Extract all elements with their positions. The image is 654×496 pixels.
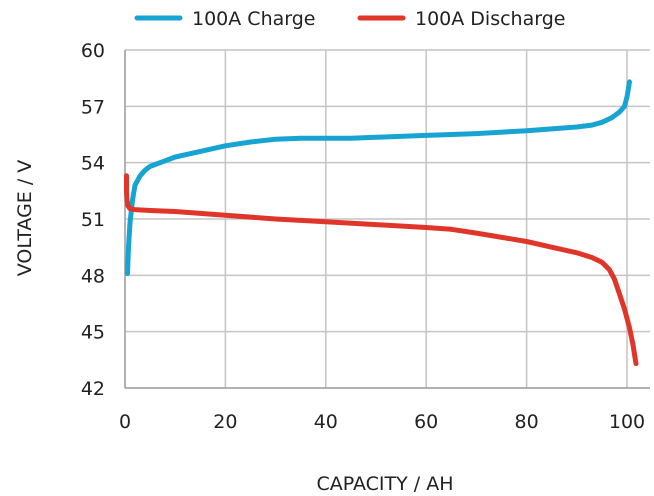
legend-charge-label: 100A Charge (192, 8, 315, 30)
y-tick-label: 51 (81, 209, 105, 231)
y-tick-label: 60 (81, 40, 105, 62)
series-lines (124, 79, 639, 367)
y-axis-title: VOLTAGE / V (14, 160, 36, 277)
legend-discharge-label: 100A Discharge (415, 8, 565, 30)
x-axis-title: CAPACITY / AH (316, 473, 453, 495)
y-tick-label: 57 (81, 96, 105, 118)
x-tick-label: 40 (314, 411, 338, 433)
y-tick-label: 48 (81, 265, 105, 287)
x-tick-label: 100 (609, 411, 645, 433)
x-tick-label: 20 (213, 411, 237, 433)
axes (124, 50, 650, 389)
x-tick-label: 60 (414, 411, 438, 433)
y-tick-label: 42 (81, 378, 105, 400)
discharge-series-line (124, 173, 639, 367)
grid (125, 49, 650, 388)
x-tick-labels: 0 20 40 60 80 100 (119, 411, 645, 433)
x-tick-label: 0 (119, 411, 131, 433)
y-tick-labels: 42 45 48 51 54 57 60 (81, 40, 105, 400)
y-tick-label: 45 (81, 322, 105, 344)
y-tick-label: 54 (81, 153, 105, 175)
x-tick-label: 80 (515, 411, 539, 433)
legend: 100A Charge 100A Discharge (134, 8, 565, 30)
charge-series-line (125, 79, 632, 276)
